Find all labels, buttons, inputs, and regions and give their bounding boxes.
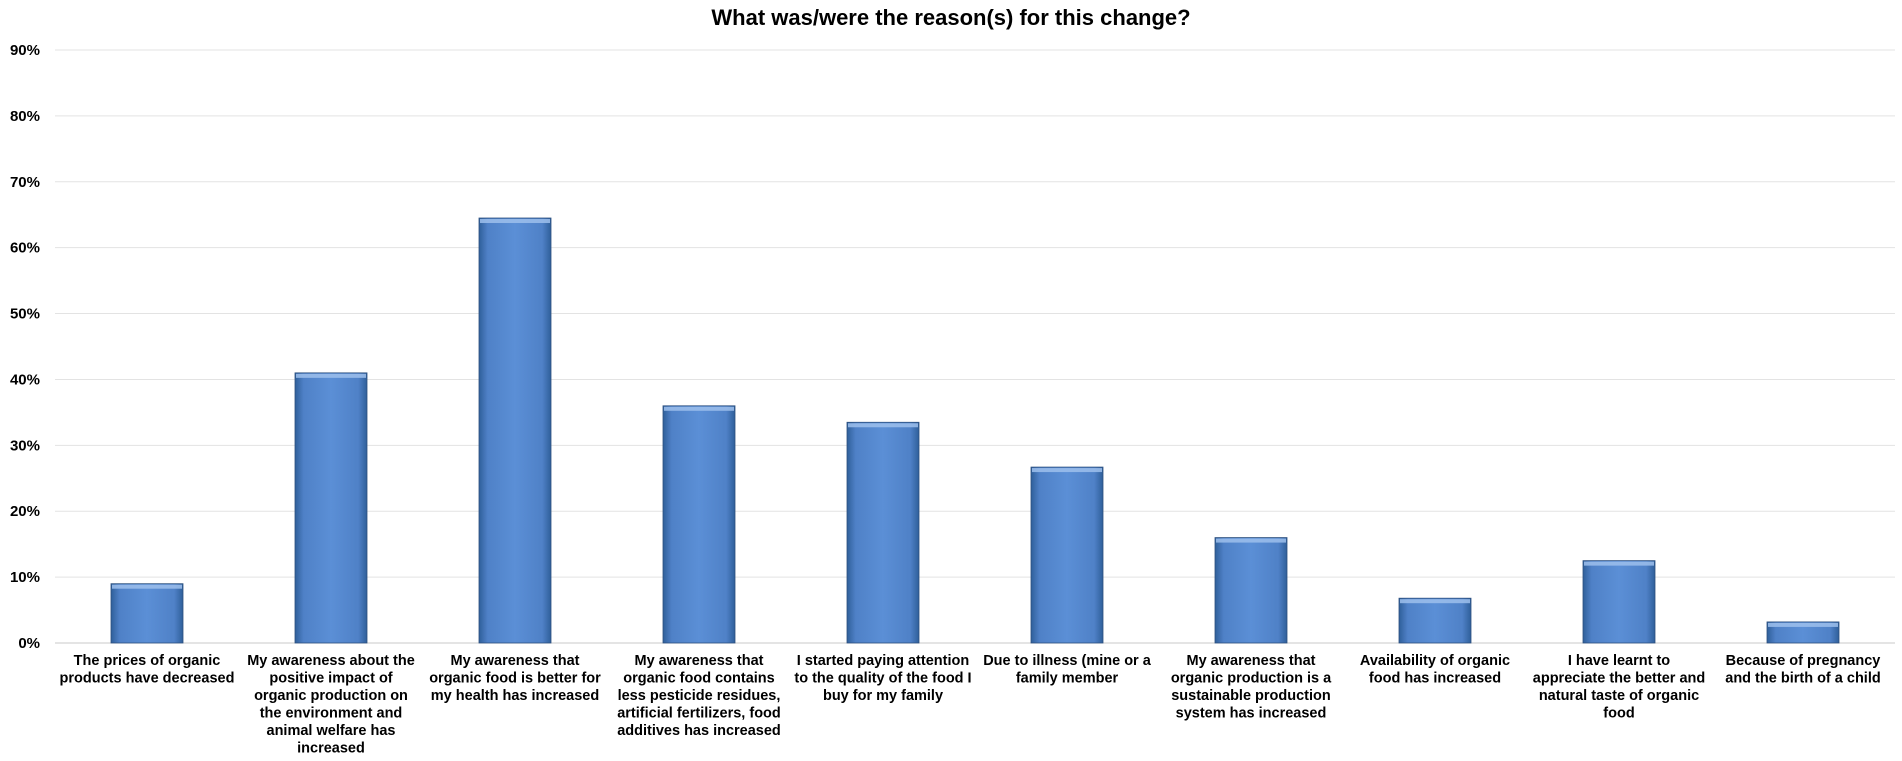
y-tick-label: 70% bbox=[10, 174, 40, 191]
bar-body bbox=[1214, 537, 1288, 644]
y-tick-label: 0% bbox=[18, 635, 40, 652]
y-tick-label: 50% bbox=[10, 306, 40, 323]
y-tick-label: 40% bbox=[10, 371, 40, 388]
x-tick-label: Because of pregnancy and the birth of a c… bbox=[1725, 653, 1880, 687]
y-tick-label: 80% bbox=[10, 108, 40, 125]
bar bbox=[1582, 560, 1656, 644]
bar-highlight bbox=[1216, 538, 1286, 543]
bar-body bbox=[662, 405, 736, 644]
bar-highlight bbox=[480, 219, 550, 224]
bars bbox=[110, 217, 1840, 644]
x-tick-label: Availability of organic food has increase… bbox=[1360, 653, 1510, 687]
chart-title: What was/were the reason(s) for this cha… bbox=[711, 5, 1190, 30]
bar bbox=[1214, 537, 1288, 644]
bar-body bbox=[1030, 466, 1104, 644]
bar-body bbox=[294, 372, 368, 644]
x-tick-label: My awareness that organic food contains le… bbox=[617, 653, 781, 739]
x-tick-label: Due to illness (mine or a family member bbox=[983, 653, 1152, 687]
bar-highlight bbox=[848, 423, 918, 428]
bar-highlight bbox=[296, 373, 366, 378]
y-axis: 0% 10% 20% 30% 40% 50% 60% 70% 80% 90% bbox=[10, 42, 40, 652]
bar-body bbox=[1766, 621, 1840, 644]
bar-body bbox=[110, 583, 184, 644]
x-tick-label: I have learnt to appreciate the better an… bbox=[1533, 653, 1705, 722]
bar-body bbox=[1398, 597, 1472, 644]
y-tick-label: 20% bbox=[10, 503, 40, 520]
x-tick-label: My awareness about the positive impact of… bbox=[247, 653, 415, 757]
bar bbox=[1766, 621, 1840, 644]
bar bbox=[110, 583, 184, 644]
bar bbox=[1030, 466, 1104, 644]
x-axis: The prices of organic products have decre… bbox=[60, 653, 1881, 757]
bar-body bbox=[1582, 560, 1656, 644]
bar bbox=[662, 405, 736, 644]
bar-highlight bbox=[1768, 622, 1838, 627]
bar-highlight bbox=[1400, 599, 1470, 604]
y-tick-label: 30% bbox=[10, 437, 40, 454]
x-tick-label: I started paying attention to the quality… bbox=[794, 653, 971, 704]
bar bbox=[294, 372, 368, 644]
bar-highlight bbox=[1032, 468, 1102, 473]
bar bbox=[846, 421, 920, 644]
x-tick-label: My awareness that organic production is a… bbox=[1171, 653, 1332, 722]
bar bbox=[478, 217, 552, 644]
bar-highlight bbox=[1584, 561, 1654, 566]
x-tick-label: The prices of organic products have decre… bbox=[60, 653, 235, 687]
y-tick-label: 10% bbox=[10, 569, 40, 586]
bar-body bbox=[846, 421, 920, 644]
bar-highlight bbox=[664, 406, 734, 411]
y-tick-label: 90% bbox=[10, 42, 40, 59]
bar-highlight bbox=[112, 584, 182, 589]
bar-body bbox=[478, 217, 552, 644]
y-tick-label: 60% bbox=[10, 240, 40, 257]
x-tick-label: My awareness that organic food is better … bbox=[429, 653, 601, 704]
bar bbox=[1398, 597, 1472, 644]
